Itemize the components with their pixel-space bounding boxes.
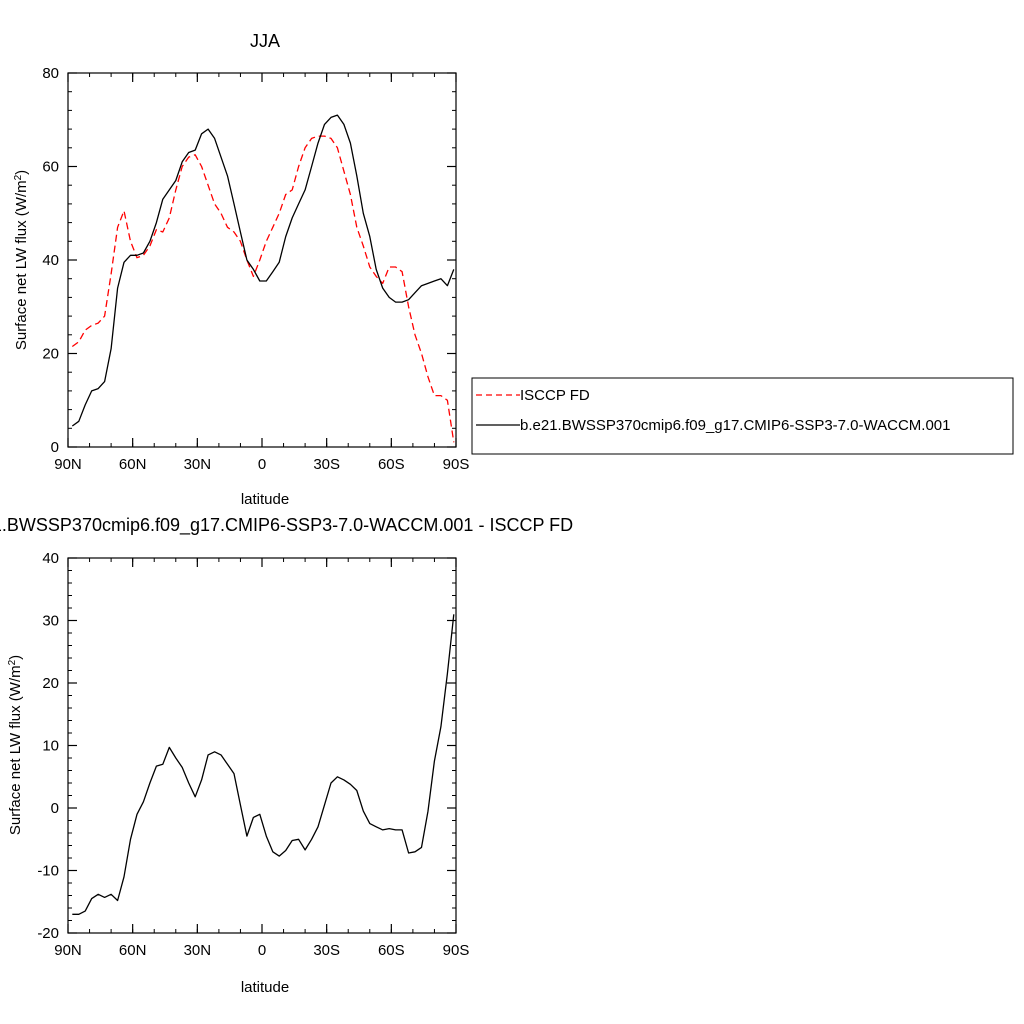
- axes-frame: [67, 557, 457, 934]
- x-axis-label: latitude: [241, 491, 289, 508]
- x-tick-label: 60N: [119, 456, 147, 473]
- y-axis-label: Surface net LW flux (W/m2): [7, 655, 25, 835]
- y-tick-label: 20: [42, 675, 59, 692]
- y-tick-label: -10: [37, 863, 59, 880]
- x-tick-label: 60S: [378, 456, 405, 473]
- y-tick-label: 80: [42, 65, 59, 82]
- y-tick-label: 30: [42, 613, 59, 630]
- x-tick-label: 90S: [443, 942, 470, 959]
- series-lines: [72, 614, 455, 915]
- y-tick-label: 20: [42, 346, 59, 363]
- legend-box: [471, 377, 1014, 455]
- series-lines: [71, 114, 455, 443]
- x-tick-label: 30S: [313, 456, 340, 473]
- y-tick-label: 60: [42, 159, 59, 176]
- chart-difference: b.e21.BWSSP370cmip6.f09_g17.CMIP6-SSP3-7…: [0, 515, 573, 996]
- legend-label-isccp: ISCCP FD: [520, 387, 590, 404]
- x-tick-label: 30S: [313, 942, 340, 959]
- y-tick-label: 40: [42, 550, 59, 567]
- x-tick-label: 60S: [378, 942, 405, 959]
- chart-jja: JJA 90N 60N 30N 0 30S 60S 90S 0 20 40 60 80 latitud…: [13, 31, 1014, 508]
- legend-label-model: b.e21.BWSSP370cmip6.f09_g17.CMIP6-SSP3-7…: [520, 417, 950, 434]
- x-tick-label: 90N: [54, 456, 82, 473]
- x-tick-label: 0: [258, 942, 266, 959]
- y-tick-label: -20: [37, 925, 59, 942]
- x-tick-label: 30N: [184, 942, 212, 959]
- y-axis-label: Surface net LW flux (W/m2): [13, 170, 31, 350]
- chart-title: JJA: [250, 31, 280, 51]
- series-line-0: [72, 614, 455, 915]
- y-tick-label: 10: [42, 738, 59, 755]
- y-tick-label: 40: [42, 252, 59, 269]
- ticks: 90N 60N 30N 0 30S 60S 90S 0 20 40 60 80: [42, 65, 469, 473]
- x-tick-label: 60N: [119, 942, 147, 959]
- ticks: 90N 60N 30N 0 30S 60S 90S -20 -10 0 10 20 30 40: [37, 550, 469, 959]
- x-axis-label: latitude: [241, 979, 289, 996]
- x-tick-label: 90N: [54, 942, 82, 959]
- series-line-1: [71, 114, 455, 427]
- plot-frame: [67, 557, 457, 934]
- legend: ISCCP FD b.e21.BWSSP370cmip6.f09_g17.CMI…: [471, 377, 1014, 455]
- x-tick-label: 30N: [184, 456, 212, 473]
- x-tick-label: 90S: [443, 456, 470, 473]
- x-tick-label: 0: [258, 456, 266, 473]
- chart-title: b.e21.BWSSP370cmip6.f09_g17.CMIP6-SSP3-7…: [0, 515, 573, 536]
- y-tick-label: 0: [51, 439, 59, 456]
- series-line-0: [71, 135, 455, 443]
- y-tick-label: 0: [51, 800, 59, 817]
